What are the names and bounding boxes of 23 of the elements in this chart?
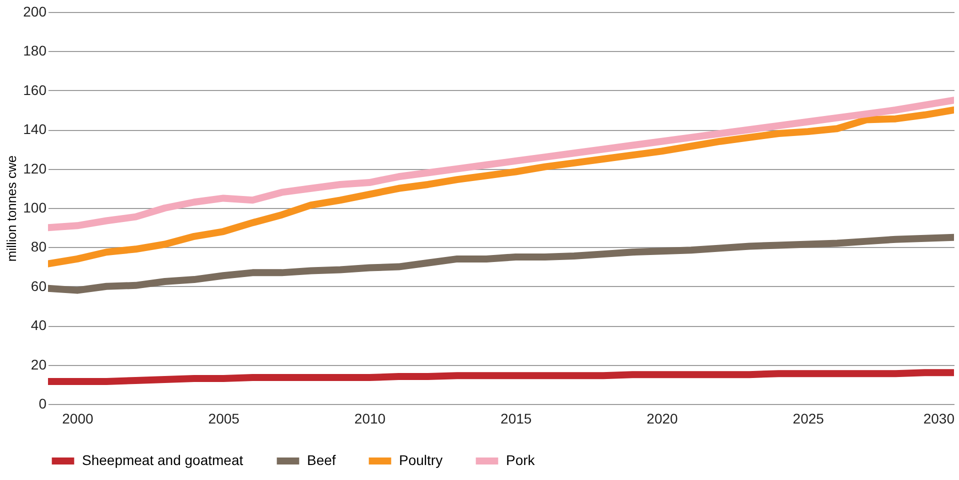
- y-tick-label: 180: [23, 42, 47, 59]
- y-tick-label: 40: [30, 317, 47, 334]
- y-tick-label: 120: [23, 160, 47, 176]
- legend-label: Poultry: [399, 452, 443, 468]
- legend-label: Sheepmeat and goatmeat: [82, 452, 244, 468]
- y-tick-label: 0: [38, 396, 47, 412]
- y-tick-label: 20: [30, 356, 47, 372]
- x-tick-label: 2025: [792, 410, 824, 426]
- y-tick-label: 100: [23, 200, 47, 216]
- legend-label: Pork: [506, 452, 536, 468]
- y-tick-label: 200: [23, 4, 47, 20]
- y-tick-label: 80: [30, 238, 47, 255]
- x-tick-label: 2030: [923, 410, 955, 426]
- legend-label: Beef: [307, 452, 336, 468]
- x-tick-label: 2010: [354, 410, 386, 426]
- y-tick-label: 60: [30, 278, 47, 294]
- y-tick-label: 140: [23, 121, 47, 138]
- x-tick-label: 2015: [500, 410, 532, 426]
- x-tick-label: 2005: [208, 410, 240, 426]
- y-tick-label: 160: [23, 82, 47, 98]
- x-tick-label: 2020: [646, 410, 678, 426]
- y-axis-title: million tonnes cwe: [4, 155, 20, 262]
- x-tick-label: 2000: [62, 410, 94, 426]
